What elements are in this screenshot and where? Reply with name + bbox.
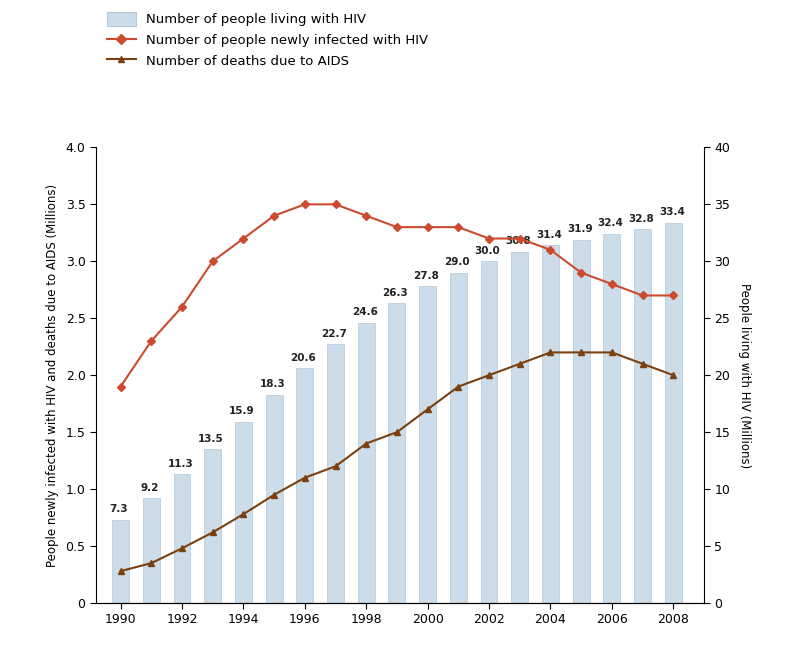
Text: 31.9: 31.9 [567,224,593,234]
Text: 31.4: 31.4 [536,230,562,240]
Text: 22.7: 22.7 [321,329,347,339]
Legend: Number of people living with HIV, Number of people newly infected with HIV, Numb: Number of people living with HIV, Number… [102,8,432,72]
Bar [235,422,252,603]
Bar [573,240,590,603]
Bar [481,261,498,603]
Bar [296,369,314,603]
Y-axis label: People newly infected with HIV and deaths due to AIDS (Millions): People newly infected with HIV and death… [46,184,58,567]
Text: 33.4: 33.4 [659,207,685,217]
Text: 15.9: 15.9 [229,406,254,416]
Text: 18.3: 18.3 [260,379,286,389]
Y-axis label: People living with HIV (Millions): People living with HIV (Millions) [738,283,751,468]
Bar [143,498,160,603]
Text: 29.0: 29.0 [444,257,470,267]
Bar [419,286,436,603]
Bar [204,450,221,603]
Text: 32.4: 32.4 [598,218,623,228]
Bar [112,520,129,603]
Text: 30.0: 30.0 [474,246,500,256]
Bar [389,304,406,603]
Bar [358,323,374,603]
Bar [511,252,528,603]
Bar [603,234,620,603]
Text: 26.3: 26.3 [382,287,408,297]
Text: 30.8: 30.8 [506,237,531,247]
Bar [665,222,682,603]
Text: 32.8: 32.8 [628,214,654,224]
Text: 13.5: 13.5 [198,433,224,444]
Bar [174,474,190,603]
Text: 20.6: 20.6 [290,352,316,362]
Text: 27.8: 27.8 [413,271,439,281]
Text: 7.3: 7.3 [110,504,128,514]
Bar [634,229,651,603]
Bar [542,245,559,603]
Bar [450,273,466,603]
Text: 11.3: 11.3 [167,458,194,468]
Bar [266,395,282,603]
Text: 24.6: 24.6 [352,307,378,317]
Bar [327,344,344,603]
Text: 9.2: 9.2 [141,482,159,492]
